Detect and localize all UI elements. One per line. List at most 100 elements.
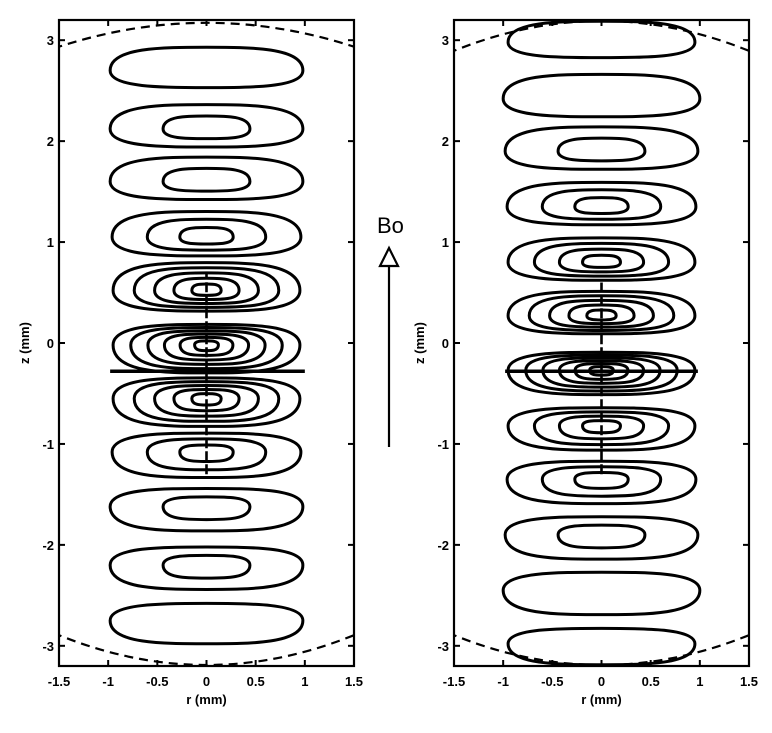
- y-tick-label: -1: [42, 437, 54, 452]
- y-tick-label: -3: [42, 639, 54, 654]
- contour-lobe-2-level-0: [503, 125, 700, 171]
- boundary-bottom-dashed-line: [454, 633, 749, 666]
- y-tick-label: 2: [47, 134, 54, 149]
- contour-lobe-6-level-0: [111, 376, 302, 428]
- contour-lobe-3-level-1: [145, 217, 268, 252]
- contour-lobe-9-level-0: [503, 515, 700, 561]
- chart-right: -1.5 -1 -0.5 0 0.5 1 1.5 -3 -2 -1 0 1 2 3 r (mm) z (mm): [412, 18, 758, 707]
- contour-lobe-3-level-0: [505, 180, 698, 227]
- x-tick-label: -1: [497, 674, 509, 689]
- y-tick-label: -2: [437, 538, 449, 553]
- y-tick-label: 3: [442, 33, 449, 48]
- contour-lobe-8-level-1: [161, 495, 252, 522]
- contour-lobe-9-level-0: [108, 545, 305, 591]
- contour-lobe-1-level-1: [161, 114, 252, 141]
- contour-lobe-8-level-0: [108, 487, 305, 533]
- contour-lobe-1-level-0: [108, 103, 305, 149]
- contour-lobe-4-level-0: [111, 261, 302, 313]
- boundary-bottom-dashed-line: [59, 633, 354, 666]
- contour-lobe-3-level-1: [540, 188, 663, 221]
- y-tick-label: -1: [437, 437, 449, 452]
- y-tick-label: 0: [47, 336, 54, 351]
- x-axis-label: r (mm): [581, 692, 621, 707]
- up-arrow-icon: [378, 245, 400, 268]
- x-tick-label: 0.5: [642, 674, 660, 689]
- contour-lobe-4-level-2: [153, 271, 260, 306]
- contour-lobe-2-level-1: [556, 136, 647, 163]
- contour-lobe-7-level-2: [557, 414, 646, 441]
- plot-area: [454, 20, 749, 666]
- contour-lobe-0-level-0: [506, 20, 697, 60]
- contour-lobe-10-level-0: [501, 570, 702, 617]
- contour-lobe-5-level-2: [548, 298, 655, 329]
- contour-lobe-6-level-1: [132, 380, 281, 423]
- y-axis-label: z (mm): [17, 322, 32, 364]
- contour-lobe-9-level-1: [161, 553, 252, 580]
- contour-lobe-5-level-3: [567, 303, 636, 326]
- contour-lobe-4-level-3: [172, 276, 241, 302]
- chart-left: -1.5 -1 -0.5 0 0.5 1 1.5 -3 -2 -1 0 1 2 3 r (mm) z (mm): [17, 18, 363, 707]
- x-tick-label: 1: [301, 674, 308, 689]
- b0-annotation: Bo: [377, 213, 404, 447]
- contour-lobe-3-level-0: [110, 209, 303, 258]
- contour-lobe-8-level-1: [540, 465, 663, 498]
- contour-lobe-6-level-4: [190, 392, 223, 407]
- contour-lobe-10-level-0: [108, 601, 305, 646]
- contour-lobe-3-level-2: [573, 196, 630, 215]
- x-tick-label: 1.5: [740, 674, 758, 689]
- x-axis-label: r (mm): [186, 692, 226, 707]
- b0-label: Bo: [377, 213, 404, 238]
- contour-lobe-7-level-3: [581, 419, 622, 435]
- contour-lobe-6-level-2: [153, 384, 260, 418]
- x-tick-label: 0: [598, 674, 605, 689]
- contour-lobe-7-level-1: [145, 437, 268, 472]
- contour-lobe-7-level-0: [506, 406, 697, 452]
- y-tick-label: 0: [442, 336, 449, 351]
- y-tick-label: 3: [47, 33, 54, 48]
- contour-lobe-1-level-0: [501, 72, 702, 119]
- contour-lobe-5-level-2: [146, 329, 267, 366]
- contour-lobe-5-level-4: [178, 335, 235, 357]
- x-tick-label: -1.5: [48, 674, 70, 689]
- contour-lobe-4-level-0: [506, 236, 697, 282]
- x-tick-label: 1.5: [345, 674, 363, 689]
- boundary-top-dashed-line: [454, 20, 749, 53]
- x-tick-label: -1.5: [443, 674, 465, 689]
- contour-lobe-5-level-3: [162, 332, 251, 362]
- contour-lobe-2-level-0: [108, 155, 305, 202]
- y-tick-label: -2: [42, 538, 54, 553]
- x-tick-label: 0.5: [247, 674, 265, 689]
- contour-lobe-7-level-2: [178, 443, 235, 464]
- contour-lobe-4-level-1: [132, 266, 281, 309]
- contour-lobe-7-level-1: [532, 410, 671, 447]
- contour-lobe-8-level-2: [573, 471, 630, 490]
- x-tick-label: -0.5: [541, 674, 563, 689]
- contour-lobe-8-level-0: [505, 459, 698, 506]
- boundary-top-dashed-line: [59, 21, 354, 48]
- contour-lobe-0-level-0: [108, 45, 305, 90]
- contour-lobe-5-level-0: [506, 289, 697, 336]
- contour-lobe-5-level-1: [527, 294, 676, 332]
- contour-lobe-7-level-0: [110, 431, 303, 480]
- contour-lobe-4-level-4: [190, 282, 223, 297]
- x-tick-label: -0.5: [146, 674, 168, 689]
- contour-lobe-3-level-2: [178, 226, 235, 246]
- y-tick-label: -3: [437, 639, 449, 654]
- contour-lobe-6-level-3: [172, 387, 241, 413]
- contour-lobe-5-level-1: [129, 326, 284, 371]
- y-axis-label: z (mm): [412, 322, 427, 364]
- plot-area: [59, 21, 354, 666]
- contour-lobe-4-level-1: [532, 241, 671, 278]
- contour-lobe-9-level-1: [556, 523, 647, 550]
- contour-lobe-11-level-0: [506, 626, 697, 666]
- y-tick-label: 1: [47, 235, 54, 250]
- x-tick-label: 0: [203, 674, 210, 689]
- contour-lobe-4-level-2: [557, 247, 646, 274]
- contour-lobe-2-level-1: [161, 166, 252, 193]
- contour-lobe-4-level-3: [581, 253, 622, 269]
- x-tick-label: -1: [102, 674, 114, 689]
- contour-lobe-5-level-4: [585, 308, 618, 322]
- contour-lobe-5-level-5: [193, 339, 220, 353]
- y-tick-label: 2: [442, 134, 449, 149]
